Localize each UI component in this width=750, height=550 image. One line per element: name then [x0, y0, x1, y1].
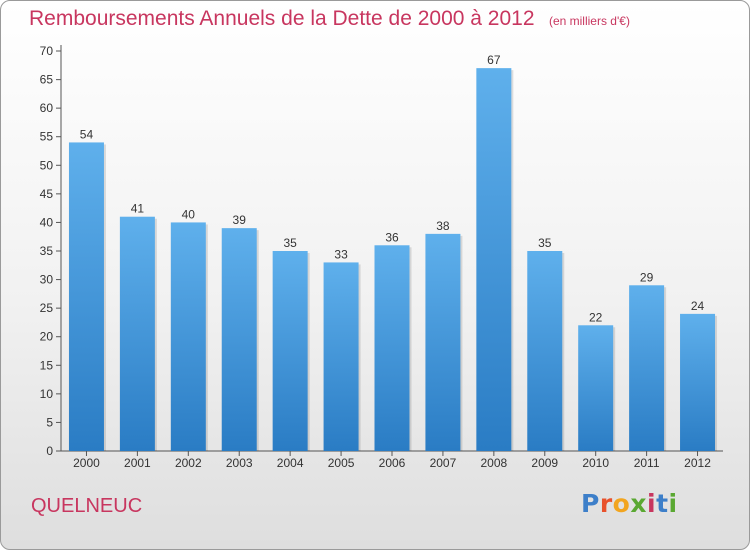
x-tick-label: 2002 [175, 456, 202, 470]
bar [323, 262, 359, 451]
bar [374, 245, 410, 451]
data-label: 29 [640, 270, 654, 284]
bar [527, 251, 563, 451]
proxiti-logo: Proxiti [581, 489, 678, 518]
y-tick-label: 70 [40, 44, 54, 58]
bar [68, 142, 104, 451]
x-tick-label: 2009 [531, 456, 558, 470]
bar [119, 216, 155, 451]
y-tick-label: 30 [40, 273, 54, 287]
logo-letter: i [668, 489, 678, 518]
data-label: 33 [334, 247, 348, 261]
bar [476, 68, 512, 452]
x-tick-label: 2012 [684, 456, 711, 470]
x-tick-label: 2003 [226, 456, 253, 470]
bar [578, 325, 614, 451]
chart-title: Remboursements Annuels de la Dette de 20… [29, 7, 535, 30]
data-label: 67 [487, 53, 501, 67]
y-tick-label: 40 [40, 215, 54, 229]
x-tick-label: 2000 [73, 456, 100, 470]
bar [629, 285, 665, 451]
x-tick-label: 2011 [634, 456, 660, 470]
logo-letter: x [630, 489, 647, 518]
data-label: 36 [385, 230, 399, 244]
bar [425, 233, 461, 451]
y-tick-label: 20 [40, 330, 54, 344]
bar [272, 251, 308, 451]
chart-unit: (en milliers d'€) [548, 14, 630, 28]
logo-letter: i [647, 489, 657, 518]
x-tick-label: 2004 [277, 456, 304, 470]
data-label: 22 [589, 310, 603, 324]
data-label: 39 [233, 213, 247, 227]
data-label: 38 [436, 219, 450, 233]
data-label: 24 [691, 299, 705, 313]
y-tick-label: 50 [40, 158, 54, 172]
bar [680, 313, 716, 451]
logo-letter: r [599, 489, 613, 518]
y-tick-label: 35 [40, 244, 54, 258]
data-label: 35 [538, 236, 552, 250]
bar [170, 222, 206, 451]
y-tick-label: 5 [46, 415, 53, 429]
y-tick-label: 25 [40, 301, 54, 315]
logo-letter: P [581, 489, 600, 518]
x-tick-label: 2008 [480, 456, 507, 470]
y-tick-label: 10 [40, 387, 54, 401]
data-label: 35 [283, 236, 297, 250]
bar [221, 228, 257, 451]
x-tick-label: 2006 [379, 456, 406, 470]
data-label: 40 [182, 207, 196, 221]
data-label: 41 [131, 202, 145, 216]
data-label: 54 [80, 127, 94, 141]
y-tick-label: 15 [40, 358, 54, 372]
title-row: Remboursements Annuels de la Dette de 20… [29, 7, 630, 31]
x-tick-label: 2001 [124, 456, 151, 470]
x-tick-label: 2010 [582, 456, 609, 470]
logo-letter: o [612, 489, 631, 518]
y-tick-label: 0 [46, 444, 53, 458]
y-tick-label: 45 [40, 187, 54, 201]
y-tick-label: 65 [40, 73, 54, 87]
y-tick-label: 55 [40, 130, 54, 144]
logo-letter: t [656, 489, 669, 518]
y-tick-label: 60 [40, 101, 54, 115]
x-tick-label: 2007 [430, 456, 457, 470]
commune-name: QUELNEUC [31, 495, 143, 517]
x-tick-label: 2005 [328, 456, 355, 470]
